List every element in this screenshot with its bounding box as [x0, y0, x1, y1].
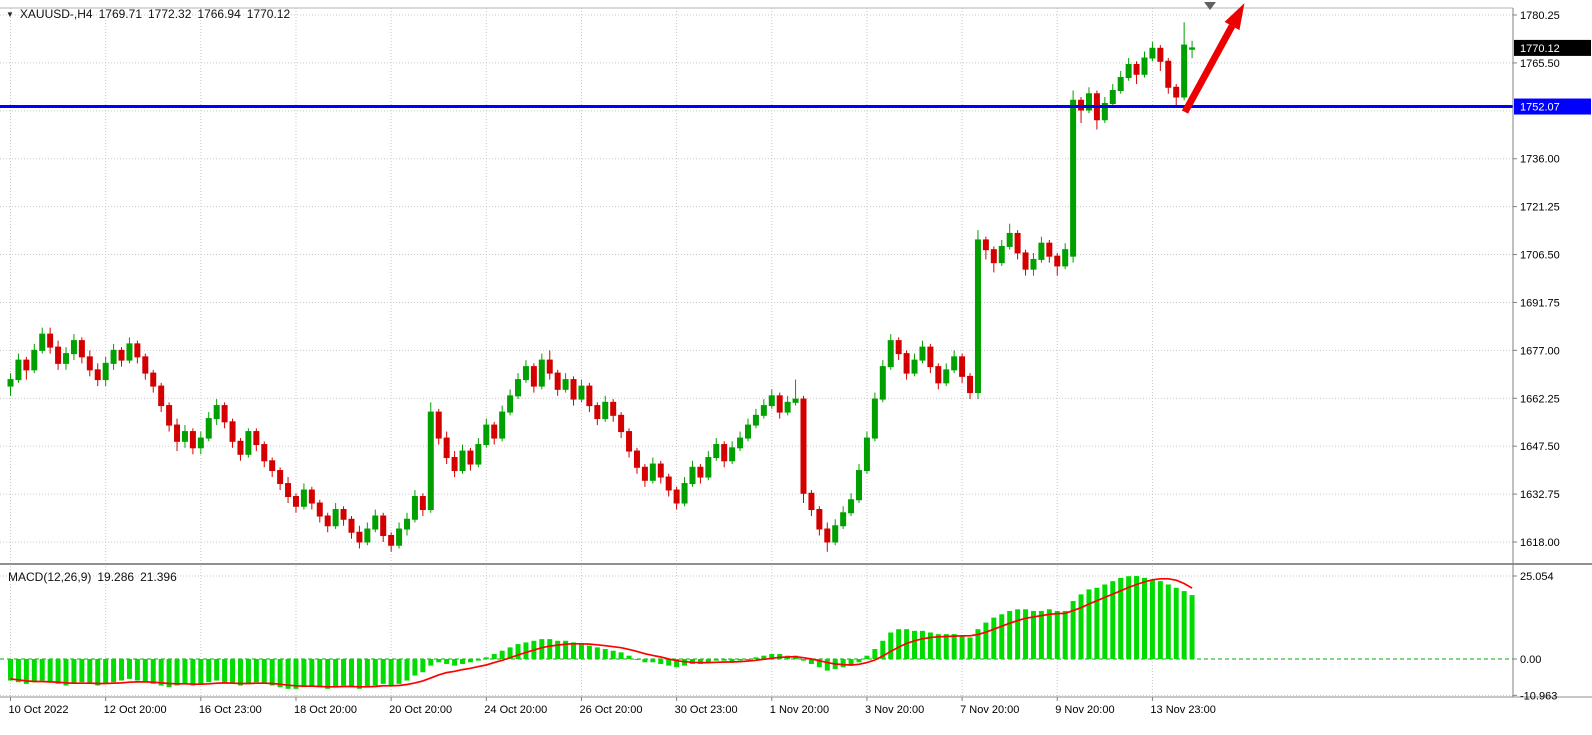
symbol-name: XAUUSD-,H4: [19, 7, 93, 21]
price-tick-label: 1780.25: [1520, 10, 1560, 22]
macd-signal-value: 21.396: [140, 570, 177, 584]
macd-main-value: 19.286: [97, 570, 135, 584]
time-tick-label: 13 Nov 23:00: [1150, 704, 1215, 716]
grid-layer: [0, 8, 1513, 697]
time-tick-label: 9 Nov 20:00: [1055, 704, 1114, 716]
price-tick-label: 1662.25: [1520, 393, 1560, 405]
macd-tick-label: 25.054: [1520, 571, 1554, 583]
price-tick-label: 1721.25: [1520, 202, 1560, 214]
macd-tick-label: -10.963: [1520, 690, 1557, 702]
trend-arrow-object[interactable]: [1181, 3, 1245, 114]
time-tick-label: 12 Oct 20:00: [104, 704, 167, 716]
price-tick-label: 1765.50: [1520, 58, 1560, 70]
svg-text:1752.07: 1752.07: [1520, 102, 1560, 114]
price-tick-label: 1706.50: [1520, 250, 1560, 262]
chart-shift-marker-icon[interactable]: [1204, 2, 1216, 10]
time-tick-label: 20 Oct 20:00: [389, 704, 452, 716]
time-tick-label: 10 Oct 2022: [9, 704, 69, 716]
current-price-badge: 1770.12: [1514, 39, 1591, 56]
candles-layer: [7, 22, 1196, 552]
macd-histogram: [8, 576, 1195, 689]
price-tick-label: 1691.75: [1520, 297, 1560, 309]
price-axis[interactable]: 1780.25 1765.50 1736.00 1721.25 1706.50 1691.…: [1513, 10, 1560, 549]
time-tick-label: 18 Oct 20:00: [294, 704, 357, 716]
symbol-ohlc-label: ▼ XAUUSD-,H4 1769.71 1772.32 1766.94 177…: [6, 7, 290, 21]
price-tick-label: 1677.00: [1520, 345, 1560, 357]
time-tick-label: 3 Nov 20:00: [865, 704, 924, 716]
price-tick-label: 1736.00: [1520, 154, 1560, 166]
time-tick-label: 26 Oct 20:00: [579, 704, 642, 716]
svg-text:1770.12: 1770.12: [1520, 43, 1560, 55]
symbol-dropdown-icon[interactable]: ▼: [6, 9, 14, 19]
time-tick-label: 30 Oct 23:00: [675, 704, 738, 716]
time-tick-label: 1 Nov 20:00: [770, 704, 829, 716]
ohlc-open: 1769.71: [98, 7, 142, 21]
macd-indicator-label: MACD(12,26,9) 19.286 21.396: [8, 570, 177, 584]
ohlc-high: 1772.32: [148, 7, 192, 21]
hline-price-badge: 1752.07: [1514, 98, 1591, 115]
macd-signal-line: [10, 577, 1193, 688]
macd-axis[interactable]: 25.054 0.00 -10.963: [1513, 571, 1557, 702]
time-axis[interactable]: 10 Oct 2022 12 Oct 20:00 16 Oct 23:00 18 Oc…: [9, 697, 1216, 716]
ohlc-close: 1770.12: [246, 7, 291, 21]
time-tick-label: 24 Oct 20:00: [484, 704, 547, 716]
price-tick-label: 1647.50: [1520, 441, 1560, 453]
macd-tick-label: 0.00: [1520, 654, 1541, 666]
ohlc-low: 1766.94: [197, 7, 241, 21]
time-tick-label: 7 Nov 20:00: [960, 704, 1019, 716]
price-tick-label: 1618.00: [1520, 537, 1560, 549]
price-tick-label: 1632.75: [1520, 489, 1560, 501]
macd-name: MACD(12,26,9): [8, 570, 92, 584]
time-tick-label: 16 Oct 23:00: [199, 704, 262, 716]
